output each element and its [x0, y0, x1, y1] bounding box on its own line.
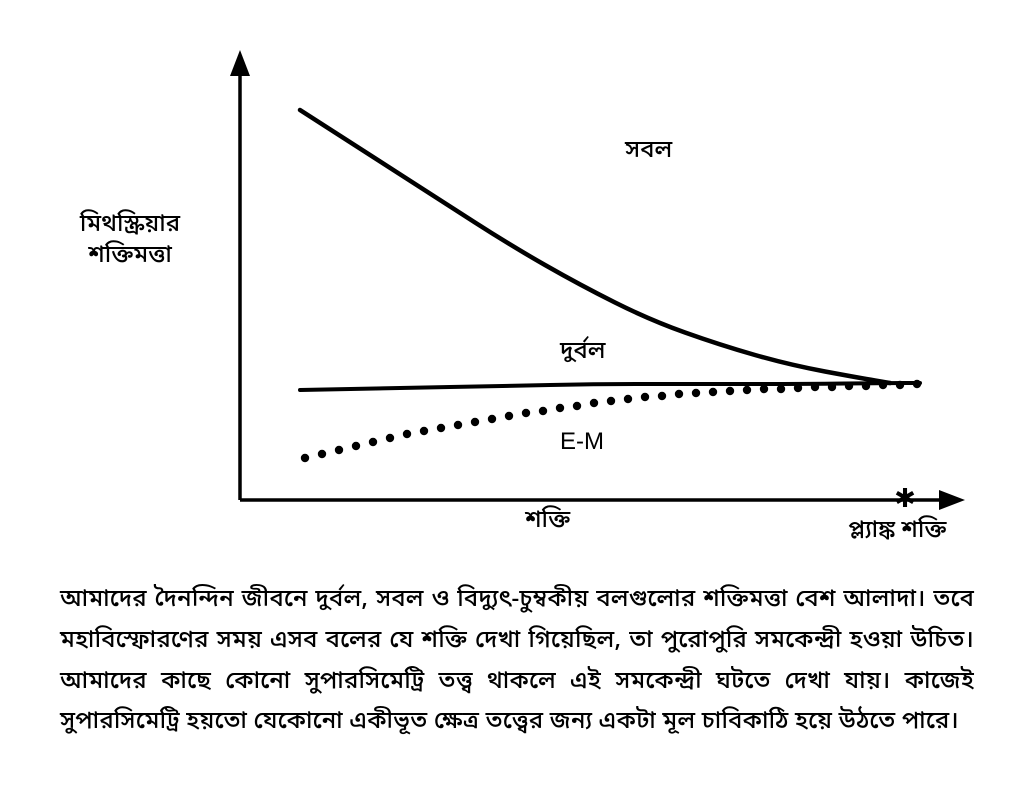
em-dot	[590, 399, 598, 407]
em-dot	[556, 404, 564, 412]
em-dot	[403, 430, 411, 438]
page: মিথস্ক্রিয়ার শক্তিমত্তা সবল দুর্বল E-M …	[0, 0, 1024, 796]
em-dot	[335, 446, 343, 454]
series-weak	[300, 383, 920, 390]
em-dot	[794, 384, 802, 392]
em-dot	[709, 388, 717, 396]
x-axis	[240, 490, 965, 510]
em-dot	[369, 438, 377, 446]
em-dot	[896, 381, 904, 389]
y-axis	[230, 50, 250, 500]
em-dot	[743, 386, 751, 394]
em-dot	[488, 415, 496, 423]
em-dot	[879, 381, 887, 389]
em-dot	[522, 409, 530, 417]
chart-area: মিথস্ক্রিয়ার শক্তিমত্তা সবল দুর্বল E-M …	[70, 40, 970, 540]
em-dot	[862, 382, 870, 390]
em-dot	[386, 434, 394, 442]
em-dot	[692, 389, 700, 397]
em-dot	[760, 385, 768, 393]
em-dot	[811, 383, 819, 391]
em-dot	[573, 402, 581, 410]
em-dot	[301, 454, 309, 462]
series-em	[301, 380, 921, 462]
em-dot	[658, 392, 666, 400]
em-dot	[437, 424, 445, 432]
em-dot	[607, 397, 615, 405]
em-dot	[777, 385, 785, 393]
series-strong	[300, 110, 890, 383]
chart-svg: ✱	[70, 40, 970, 540]
em-dot	[505, 412, 513, 420]
em-dot	[318, 450, 326, 458]
em-dot	[539, 407, 547, 415]
em-dot	[675, 390, 683, 398]
em-dot	[726, 387, 734, 395]
figure-caption: আমাদের দৈনন্দিন জীবনে দুর্বল, সবল ও বিদ্…	[60, 580, 974, 743]
em-dot	[454, 421, 462, 429]
em-dot	[845, 382, 853, 390]
em-dot	[352, 442, 360, 450]
em-dot	[641, 393, 649, 401]
em-dot	[624, 395, 632, 403]
em-dot	[828, 383, 836, 391]
em-dot	[471, 418, 479, 426]
em-dot	[420, 427, 428, 435]
em-dot	[913, 380, 921, 388]
planck-marker-icon: ✱	[894, 483, 916, 513]
